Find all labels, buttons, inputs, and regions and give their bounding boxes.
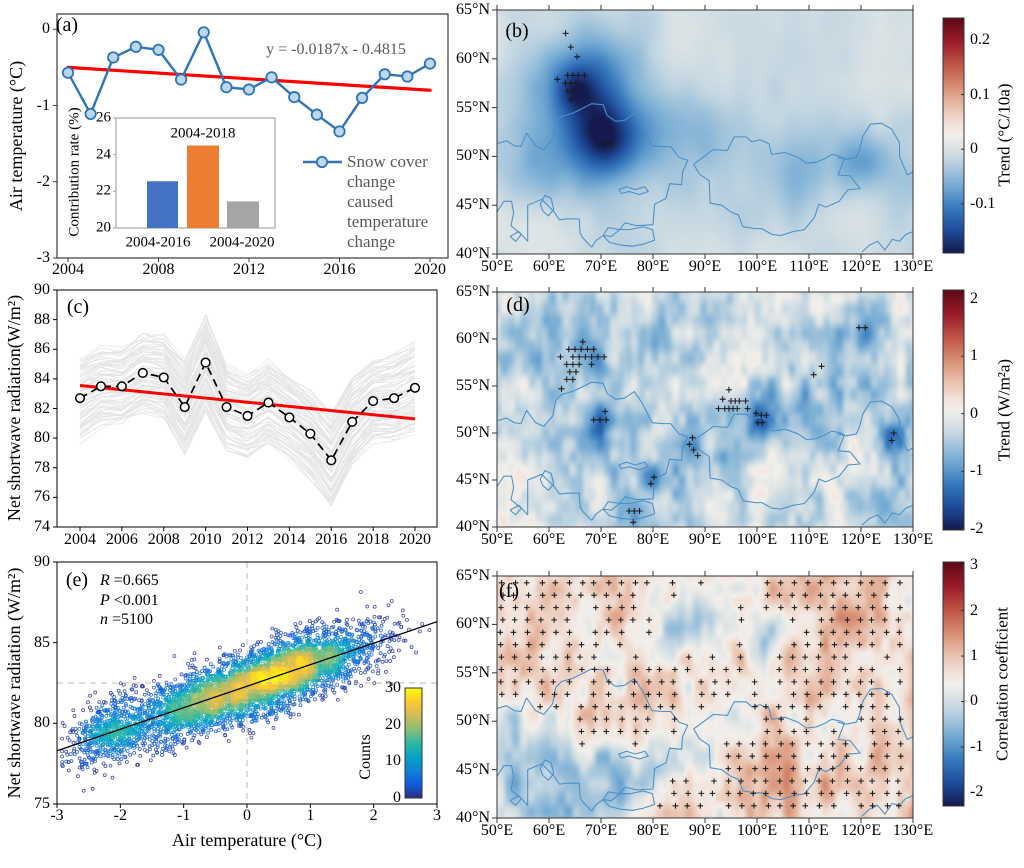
panel-f-label: (f) bbox=[499, 580, 519, 602]
colorbar-d-canvas bbox=[943, 290, 964, 530]
inset-annotation: 2004-2018 bbox=[170, 125, 236, 142]
colorbar-b-label: Trend (°C/10a) bbox=[994, 83, 1014, 187]
panel-c-ylabel: Net shortwave radiation(W/m²) bbox=[4, 294, 24, 522]
map-b-canvas bbox=[497, 10, 913, 254]
panel-a-ylabel: Air temperature (°C) bbox=[6, 60, 26, 212]
stat-n: n =5100 bbox=[100, 611, 154, 628]
panel-e-label: (e) bbox=[65, 569, 89, 591]
legend-snow-cover: Snow cover change caused temperature cha… bbox=[347, 152, 429, 251]
map-f-canvas bbox=[497, 576, 913, 818]
stat-p: P <0.001 bbox=[100, 591, 159, 609]
scatter-stats: R =0.665 P <0.001 n =5100 bbox=[100, 571, 159, 630]
inset-xlabel-1: 2004-2016 bbox=[125, 234, 191, 251]
colorbar-d-label: Trend (W/m²a) bbox=[994, 358, 1014, 462]
panel-c-label: (c) bbox=[66, 296, 90, 318]
inset-xlabel-2: 2004-2020 bbox=[209, 234, 275, 251]
panel-e-ylabel: Net shortwave radiation (W/m²) bbox=[4, 567, 24, 799]
colorbar-f-canvas bbox=[943, 562, 964, 806]
panel-a-label: (a) bbox=[55, 14, 79, 36]
colorbar-counts-canvas bbox=[405, 688, 422, 798]
panel-b-label: (b) bbox=[505, 20, 529, 42]
panel-e-xlabel: Air temperature (°C) bbox=[171, 830, 323, 850]
trend-equation: y = -0.0187x - 0.4815 bbox=[266, 41, 406, 58]
panel-d-label: (d) bbox=[506, 294, 530, 316]
map-d-canvas bbox=[497, 292, 913, 527]
inset-ylabel: Contribution rate (%) bbox=[66, 107, 83, 237]
counts-colorbar-label: Counts bbox=[357, 734, 374, 780]
colorbar-b-canvas bbox=[943, 18, 964, 253]
stat-r: R =0.665 bbox=[100, 572, 159, 589]
colorbar-f-label: Correlation coefficient bbox=[992, 606, 1012, 762]
